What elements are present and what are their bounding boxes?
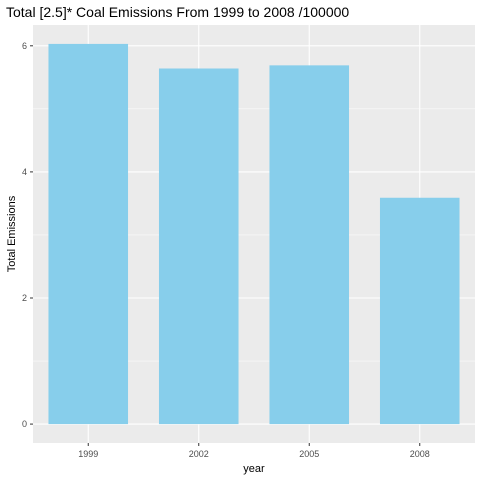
x-axis-label: year (243, 463, 265, 475)
x-tick-label: 2008 (410, 449, 430, 459)
x-axis-ticks: 1999 2002 2005 2008 (78, 443, 430, 459)
chart-title: Total [2.5]* Coal Emissions From 1999 to… (6, 4, 349, 20)
x-tick-label: 2002 (189, 449, 209, 459)
y-tick-label: 0 (22, 419, 27, 429)
bars (48, 43, 460, 425)
bar-1999 (48, 43, 129, 425)
y-axis-label: Total Emissions (6, 195, 18, 272)
y-tick-label: 4 (22, 167, 27, 177)
y-tick-label: 2 (22, 293, 27, 303)
y-axis-ticks: 0 2 4 6 (22, 41, 33, 429)
x-tick-label: 1999 (78, 449, 98, 459)
bar-2005 (269, 65, 350, 425)
bar-2008 (379, 197, 460, 425)
y-tick-label: 6 (22, 41, 27, 51)
x-tick-label: 2005 (299, 449, 319, 459)
bar-2002 (158, 68, 239, 425)
